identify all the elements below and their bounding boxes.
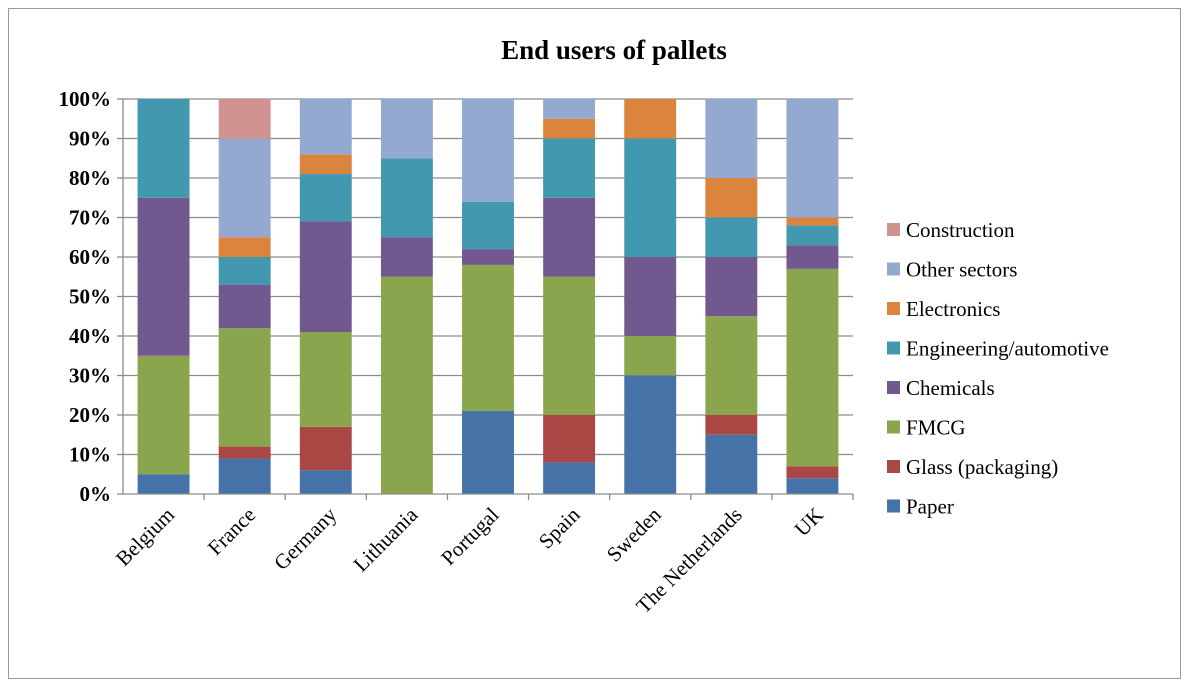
bar-segment bbox=[705, 217, 758, 257]
y-tick-label: 40% bbox=[69, 324, 111, 348]
bar-segment bbox=[299, 221, 352, 333]
y-tick-label: 90% bbox=[69, 127, 111, 151]
y-tick-label: 0% bbox=[80, 482, 112, 506]
x-tick-label: UK bbox=[790, 503, 828, 541]
bar-segment bbox=[137, 99, 190, 198]
bar-segment bbox=[137, 355, 190, 475]
y-tick-label: 80% bbox=[69, 166, 111, 190]
bar-segment bbox=[380, 276, 433, 494]
bar-segment bbox=[786, 478, 839, 494]
x-tick-label: France bbox=[203, 503, 260, 560]
bar-segment bbox=[218, 237, 271, 257]
bar-segment bbox=[786, 466, 839, 479]
chart-frame: End users of pallets 0% 10% 20% 30% 40% 50% 60… bbox=[8, 8, 1181, 679]
bar-segment bbox=[624, 257, 677, 336]
bars bbox=[137, 99, 839, 494]
bar-segment bbox=[462, 99, 514, 202]
bar-segment bbox=[218, 257, 271, 285]
bar-segment bbox=[786, 217, 839, 226]
bar-segment bbox=[786, 225, 839, 246]
legend-swatch bbox=[887, 341, 900, 355]
y-tick-label: 70% bbox=[69, 206, 111, 230]
x-tick-label: Belgium bbox=[111, 503, 179, 571]
bar-segment bbox=[299, 332, 352, 427]
bar-segment bbox=[624, 375, 677, 494]
bar-segment bbox=[299, 99, 352, 155]
bar-segment bbox=[218, 458, 271, 494]
legend-label: Chemicals bbox=[906, 376, 995, 400]
legend-swatch bbox=[887, 381, 900, 394]
legend-swatch bbox=[887, 262, 900, 276]
bar-segment bbox=[543, 118, 596, 139]
y-tick-label: 20% bbox=[69, 403, 111, 427]
legend-label: Engineering/automotive bbox=[906, 337, 1109, 361]
bar-segment bbox=[299, 426, 352, 471]
legend-swatch bbox=[887, 223, 900, 236]
legend-label: FMCG bbox=[906, 416, 966, 440]
bar-segment bbox=[380, 158, 433, 238]
bar-segment bbox=[705, 415, 758, 435]
bar-segment bbox=[786, 268, 839, 467]
bar-segment bbox=[705, 99, 758, 178]
bar-segment bbox=[786, 99, 839, 218]
bar-segment bbox=[218, 99, 271, 139]
stacked-bar-chart: End users of pallets 0% 10% 20% 30% 40% 50% 60… bbox=[59, 35, 1109, 618]
bar-segment bbox=[299, 154, 352, 175]
bar-segment bbox=[299, 470, 352, 494]
bar-segment bbox=[624, 138, 677, 257]
bar-segment bbox=[705, 316, 758, 415]
bar-segment bbox=[218, 138, 271, 238]
y-tick-label: 10% bbox=[69, 443, 111, 467]
bar-segment bbox=[543, 138, 596, 198]
bar-segment bbox=[299, 174, 352, 222]
x-tick-label: Lithuania bbox=[349, 502, 423, 576]
legend-swatch bbox=[887, 460, 900, 473]
legend-label: Electronics bbox=[906, 297, 1000, 321]
bar-segment bbox=[624, 336, 677, 376]
x-tick-label: Portugal bbox=[436, 502, 503, 569]
x-tick-label: Germany bbox=[269, 502, 342, 575]
legend-swatch bbox=[887, 420, 900, 434]
legend-label: Construction bbox=[906, 218, 1015, 242]
legend-swatch bbox=[887, 499, 900, 513]
legend-label: Other sectors bbox=[906, 258, 1017, 282]
bar-segment bbox=[705, 434, 758, 494]
bar-segment bbox=[462, 249, 514, 265]
y-tick-label: 30% bbox=[69, 364, 111, 388]
bar-segment bbox=[462, 264, 514, 412]
y-tick-labels: 0% 10% 20% 30% 40% 50% 60% 70% 80% 90% 100% bbox=[59, 87, 112, 506]
bar-segment bbox=[705, 178, 758, 218]
bar-segment bbox=[380, 237, 433, 277]
bar-segment bbox=[462, 201, 514, 250]
y-tick-label: 60% bbox=[69, 245, 111, 269]
bar-segment bbox=[624, 99, 677, 139]
x-tick-labels: Belgium France Germany Lithuania Portugal Spa… bbox=[111, 502, 828, 618]
legend-swatch bbox=[887, 302, 900, 315]
bar-segment bbox=[543, 197, 596, 277]
axes bbox=[117, 98, 854, 500]
legend-label: Glass (packaging) bbox=[906, 455, 1058, 479]
bar-segment bbox=[137, 197, 190, 356]
bar-segment bbox=[218, 284, 271, 329]
y-tick-label: 50% bbox=[69, 285, 111, 309]
legend: Construction Other sectors Electronics Engi… bbox=[887, 218, 1109, 519]
x-tick-label: Sweden bbox=[602, 502, 666, 566]
bar-segment bbox=[218, 328, 271, 447]
y-tick-label: 100% bbox=[59, 87, 112, 111]
bar-segment bbox=[137, 474, 190, 494]
bar-segment bbox=[705, 257, 758, 317]
bar-segment bbox=[786, 245, 839, 269]
x-tick-label: Spain bbox=[534, 502, 585, 553]
bar-segment bbox=[462, 411, 514, 494]
bar-segment bbox=[543, 415, 596, 463]
bar-segment bbox=[380, 99, 433, 159]
chart-title: End users of pallets bbox=[501, 35, 727, 65]
bar-segment bbox=[218, 446, 271, 459]
bar-segment bbox=[543, 462, 596, 494]
legend-label: Paper bbox=[906, 495, 954, 519]
bar-segment bbox=[543, 276, 596, 415]
bar-segment bbox=[543, 99, 596, 119]
